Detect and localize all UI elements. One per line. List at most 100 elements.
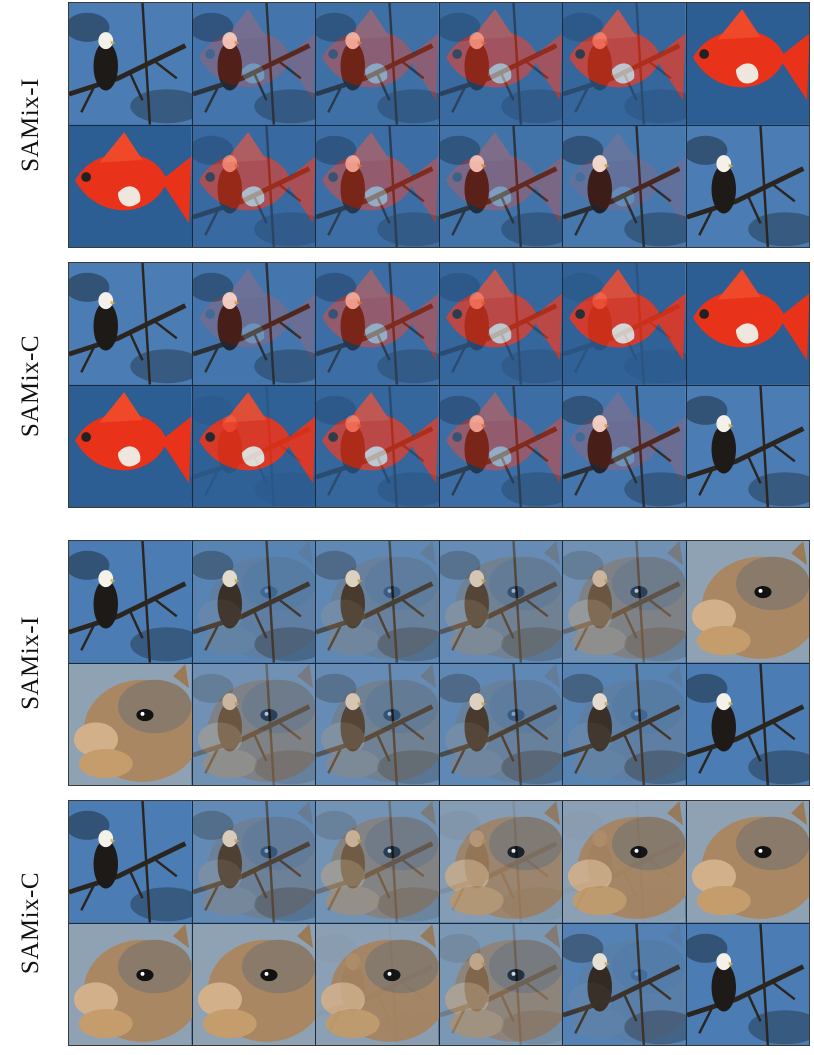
photo-tile	[69, 263, 192, 385]
photo-tile	[192, 385, 315, 507]
photo-tile	[686, 385, 809, 507]
photo-tile	[316, 3, 439, 125]
photo-tile	[192, 801, 315, 923]
photo-tile	[439, 801, 562, 923]
photo-tile	[686, 801, 809, 923]
photo-image	[316, 801, 439, 923]
photo-tile	[316, 263, 439, 385]
photo-image	[69, 801, 192, 923]
photo-image	[563, 3, 686, 125]
photo-tile	[563, 923, 686, 1045]
photo-image	[439, 541, 562, 663]
row-label-2: SAMix-I	[17, 616, 45, 710]
photo-image	[563, 801, 686, 923]
photo-image	[563, 263, 686, 385]
photo-tile	[192, 3, 315, 125]
photo-tile	[439, 125, 562, 247]
image-grid-0	[68, 2, 810, 248]
photo-image	[69, 3, 192, 125]
photo-image	[69, 385, 192, 507]
photo-tile	[439, 263, 562, 385]
photo-tile	[686, 923, 809, 1045]
photo-image	[686, 125, 809, 247]
photo-image	[563, 385, 686, 507]
photo-tile	[69, 385, 192, 507]
photo-tile	[69, 923, 192, 1045]
photo-image	[316, 385, 439, 507]
photo-image	[192, 541, 315, 663]
photo-image	[686, 663, 809, 785]
photo-tile	[686, 125, 809, 247]
photo-tile	[563, 663, 686, 785]
photo-tile	[192, 663, 315, 785]
photo-tile	[439, 385, 562, 507]
photo-image	[316, 125, 439, 247]
photo-image	[439, 663, 562, 785]
photo-tile	[316, 801, 439, 923]
photo-tile	[686, 263, 809, 385]
photo-tile	[563, 125, 686, 247]
photo-image	[439, 923, 562, 1045]
photo-tile	[316, 541, 439, 663]
photo-image	[686, 801, 809, 923]
photo-tile	[686, 3, 809, 125]
row-label-1: SAMix-C	[17, 334, 45, 438]
photo-image	[316, 3, 439, 125]
photo-image	[686, 541, 809, 663]
photo-tile	[192, 541, 315, 663]
photo-image	[192, 263, 315, 385]
photo-tile	[316, 923, 439, 1045]
photo-image	[69, 541, 192, 663]
image-grid-1	[68, 262, 810, 508]
photo-tile	[563, 385, 686, 507]
photo-tile	[316, 663, 439, 785]
photo-image	[439, 263, 562, 385]
photo-image	[69, 125, 192, 247]
photo-image	[192, 3, 315, 125]
photo-image	[316, 541, 439, 663]
photo-image	[563, 125, 686, 247]
photo-image	[69, 263, 192, 385]
photo-image	[192, 385, 315, 507]
photo-image	[192, 801, 315, 923]
photo-tile	[563, 801, 686, 923]
photo-tile	[192, 263, 315, 385]
photo-tile	[439, 663, 562, 785]
photo-tile	[439, 541, 562, 663]
photo-image	[686, 3, 809, 125]
row-label-0: SAMix-I	[17, 78, 45, 172]
photo-tile	[563, 263, 686, 385]
photo-tile	[69, 125, 192, 247]
photo-image	[439, 801, 562, 923]
photo-tile	[316, 125, 439, 247]
photo-tile	[686, 663, 809, 785]
photo-image	[686, 385, 809, 507]
row-label-3: SAMix-C	[17, 871, 45, 975]
photo-image	[192, 923, 315, 1045]
photo-image	[439, 3, 562, 125]
photo-image	[563, 923, 686, 1045]
photo-image	[563, 541, 686, 663]
photo-tile	[69, 541, 192, 663]
photo-tile	[686, 541, 809, 663]
photo-tile	[439, 3, 562, 125]
photo-image	[316, 263, 439, 385]
photo-image	[192, 663, 315, 785]
image-grid-2	[68, 540, 810, 786]
photo-image	[439, 385, 562, 507]
photo-tile	[69, 663, 192, 785]
photo-tile	[69, 801, 192, 923]
photo-image	[69, 663, 192, 785]
photo-image	[686, 263, 809, 385]
photo-tile	[192, 923, 315, 1045]
photo-image	[563, 663, 686, 785]
photo-tile	[563, 3, 686, 125]
photo-tile	[563, 541, 686, 663]
image-grid-3	[68, 800, 810, 1046]
photo-tile	[316, 385, 439, 507]
photo-tile	[439, 923, 562, 1045]
photo-image	[686, 923, 809, 1045]
photo-image	[69, 923, 192, 1045]
photo-image	[316, 663, 439, 785]
photo-image	[439, 125, 562, 247]
